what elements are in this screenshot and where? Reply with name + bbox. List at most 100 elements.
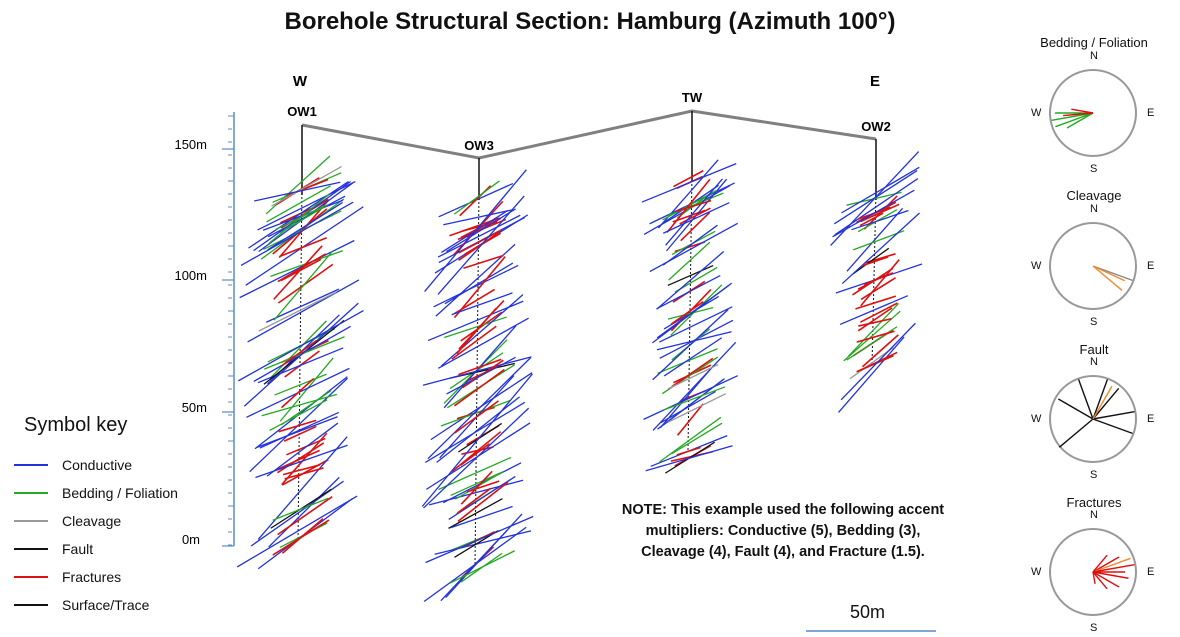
conductive-trace [236, 495, 358, 568]
conductive-trace [643, 375, 738, 420]
fracture-trace [463, 254, 504, 269]
fracture-trace [466, 480, 500, 493]
rose-spoke [1092, 571, 1108, 590]
cleavage-trace [667, 363, 719, 390]
west-label: W [293, 73, 308, 90]
rose-spoke [1092, 554, 1108, 573]
cleavage-swatch [14, 520, 48, 522]
conductive-trace [240, 201, 354, 266]
key-label: Conductive [62, 457, 133, 473]
conductive-trace [659, 365, 715, 429]
conductive-trace [254, 181, 341, 202]
fracture-trace [860, 277, 897, 301]
bedding-trace [273, 250, 333, 321]
key-label: Surface/Trace [62, 597, 150, 613]
bedding-trace [272, 497, 329, 521]
surface-trace [301, 109, 877, 160]
fracture-trace [451, 325, 497, 360]
bedding-trace [274, 373, 327, 396]
rose-spoke [1092, 265, 1126, 282]
key-label: Bedding / Foliation [62, 485, 178, 501]
conductive-trace [247, 279, 360, 343]
rose-spoke [1092, 418, 1133, 435]
conductive-trace [256, 416, 338, 449]
conductive-trace [421, 373, 533, 507]
conductive-trace [448, 475, 516, 521]
key-item-conductive: Conductive [14, 451, 178, 479]
fracture-trace [670, 301, 704, 325]
bedding-trace [852, 230, 905, 251]
fracture-trace [273, 245, 323, 300]
fracture-trace [282, 464, 321, 476]
conductive-trace [662, 202, 730, 234]
borehole-label-ow2: OW2 [861, 119, 891, 134]
fractures-swatch [14, 576, 48, 578]
cleavage-trace [258, 291, 337, 332]
compass-n: N [1090, 509, 1098, 521]
bedding-trace [438, 456, 512, 491]
fracture-trace [858, 317, 892, 327]
bedding-trace [848, 302, 900, 357]
depth-axis [222, 112, 235, 547]
rose-spoke [1092, 557, 1131, 573]
fracture-trace [857, 307, 893, 332]
fracture-trace [458, 231, 500, 261]
conductive-trace [645, 445, 733, 472]
fracture-trace [863, 272, 894, 286]
rose-spoke [1092, 411, 1135, 420]
conductive-trace [434, 530, 532, 555]
rose-spoke [1066, 112, 1094, 129]
conductive-swatch [14, 464, 48, 466]
conductive-trace [652, 308, 729, 381]
scale-bar [806, 630, 936, 632]
fracture-trace [453, 368, 505, 407]
bedding-trace [453, 180, 500, 215]
bedding-trace [450, 471, 502, 497]
compass-w: W [1031, 413, 1042, 425]
bedding-trace [269, 399, 328, 432]
fracture-trace [272, 519, 330, 556]
key-item-fractures: Fractures [14, 563, 178, 591]
conductive-trace [450, 505, 513, 529]
conductive-trace [243, 302, 359, 407]
conductive-trace [662, 224, 718, 266]
fracture-trace [278, 419, 317, 433]
compass-s: S [1090, 622, 1098, 634]
conductive-trace [665, 178, 723, 246]
compass-e: E [1147, 413, 1155, 425]
conductive-trace [423, 407, 530, 509]
bedding-trace [460, 552, 503, 583]
conductive-trace [846, 207, 904, 272]
fracture-trace [680, 211, 711, 242]
compass-s: S [1090, 163, 1098, 175]
note-text: NOTE: This example used the following ac… [621, 502, 945, 560]
fracture-trace [460, 443, 490, 466]
compass-w: W [1031, 566, 1042, 578]
bedding-trace [261, 393, 338, 417]
bedding-trace [667, 306, 714, 320]
bedding-trace [668, 241, 711, 281]
compass-n: N [1090, 203, 1098, 215]
conductive-trace [838, 336, 905, 413]
fracture-trace [284, 467, 324, 480]
fracture-trace [860, 302, 898, 323]
conductive-trace [443, 209, 512, 226]
bedding-trace [444, 316, 507, 339]
bedding-trace [269, 320, 327, 379]
scale-bar-label: 50m [850, 602, 886, 622]
conductive-trace [266, 422, 339, 477]
depth-tick-label-0: 0m [182, 532, 200, 547]
fracture-trace [456, 307, 497, 355]
key-item-bedding: Bedding / Foliation [14, 479, 178, 507]
fracture-trace [861, 334, 899, 368]
fracture-trace [277, 496, 333, 536]
rose-spoke [1058, 398, 1094, 420]
conductive-trace [433, 264, 519, 308]
fracture-trace [460, 470, 493, 505]
symbol-key-title: Symbol key [24, 414, 128, 436]
conductive-trace [257, 436, 348, 540]
bedding-trace [265, 155, 331, 215]
rose-spoke [1058, 418, 1094, 448]
conductive-trace [839, 295, 909, 326]
conductive-trace [267, 201, 344, 251]
